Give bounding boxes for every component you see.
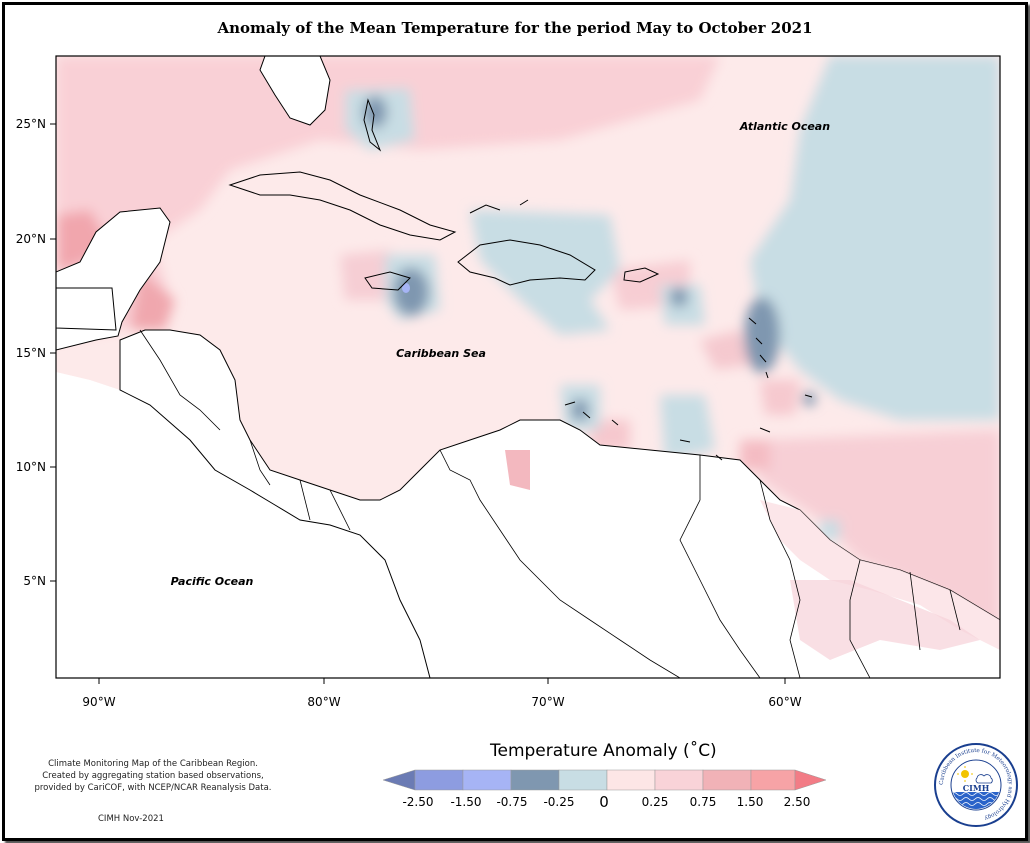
cimh-logo: Caribbean Institute for Meteorology and … — [934, 743, 1018, 827]
legend-ticks: -2.50 -1.50 -0.75 -0.25 0 0.25 0.75 1.50… — [402, 793, 810, 811]
map-description: Climate Monitoring Map of the Caribbean … — [28, 758, 278, 794]
map-credit: CIMH Nov-2021 — [98, 814, 164, 824]
note-line-1: Climate Monitoring Map of the Caribbean … — [48, 759, 258, 769]
cloud-icon — [975, 774, 993, 784]
legend-swatch-7 — [702, 769, 752, 791]
legend-swatch-5 — [606, 769, 656, 791]
waves-icon — [952, 792, 1000, 809]
legend-swatch-3 — [510, 769, 560, 791]
note-line-3: provided by CariCOF, with NCEP/NCAR Rean… — [34, 783, 272, 793]
atlantic-ocean-label: Atlantic Ocean — [739, 120, 830, 133]
legend-tick-1: -1.50 — [450, 795, 481, 809]
map-title: Anomaly of the Mean Temperature for the … — [217, 19, 813, 37]
legend-colorbar — [382, 769, 827, 791]
lon-label-80w: 80°W — [307, 695, 340, 709]
legend-tick-0: -2.50 — [402, 795, 433, 809]
legend-swatch-2 — [462, 769, 512, 791]
lon-label-90w: 90°W — [82, 695, 115, 709]
note-line-2: Created by aggregating station based obs… — [42, 771, 264, 781]
sun-icon — [961, 770, 969, 778]
legend-title: Temperature Anomaly (˚C) — [490, 741, 717, 761]
legend-tick-8: 2.50 — [784, 795, 811, 809]
pacific-ocean-label: Pacific Ocean — [171, 575, 254, 588]
lon-label-70w: 70°W — [531, 695, 564, 709]
lon-label-60w: 60°W — [768, 695, 801, 709]
axis-ticks — [50, 123, 786, 684]
island-outlines — [228, 98, 813, 461]
logo-text: CIMH — [963, 783, 990, 793]
lat-label-15n: 15°N — [16, 346, 46, 360]
lat-label-20n: 20°N — [16, 232, 46, 246]
legend-tick-7: 1.50 — [737, 795, 764, 809]
lat-label-25n: 25°N — [16, 117, 46, 131]
lat-label-10n: 10°N — [16, 460, 46, 474]
legend-swatch-6 — [654, 769, 704, 791]
legend-tick-3: -0.25 — [543, 795, 574, 809]
caribbean-sea-label: Caribbean Sea — [396, 347, 486, 360]
legend-tick-5: 0.25 — [642, 795, 669, 809]
legend-tick-4: 0 — [599, 793, 609, 811]
legend-tick-6: 0.75 — [690, 795, 717, 809]
legend-tick-2: -0.75 — [496, 795, 527, 809]
country-borders — [139, 329, 961, 678]
lat-label-5n: 5°N — [23, 574, 46, 588]
legend-swatch-4 — [558, 769, 608, 791]
legend-swatch-0 — [382, 769, 416, 791]
legend-swatch-8 — [750, 769, 796, 791]
legend-swatch-1 — [414, 769, 464, 791]
anomaly-field — [56, 56, 1000, 678]
legend-swatch-9 — [794, 769, 827, 791]
